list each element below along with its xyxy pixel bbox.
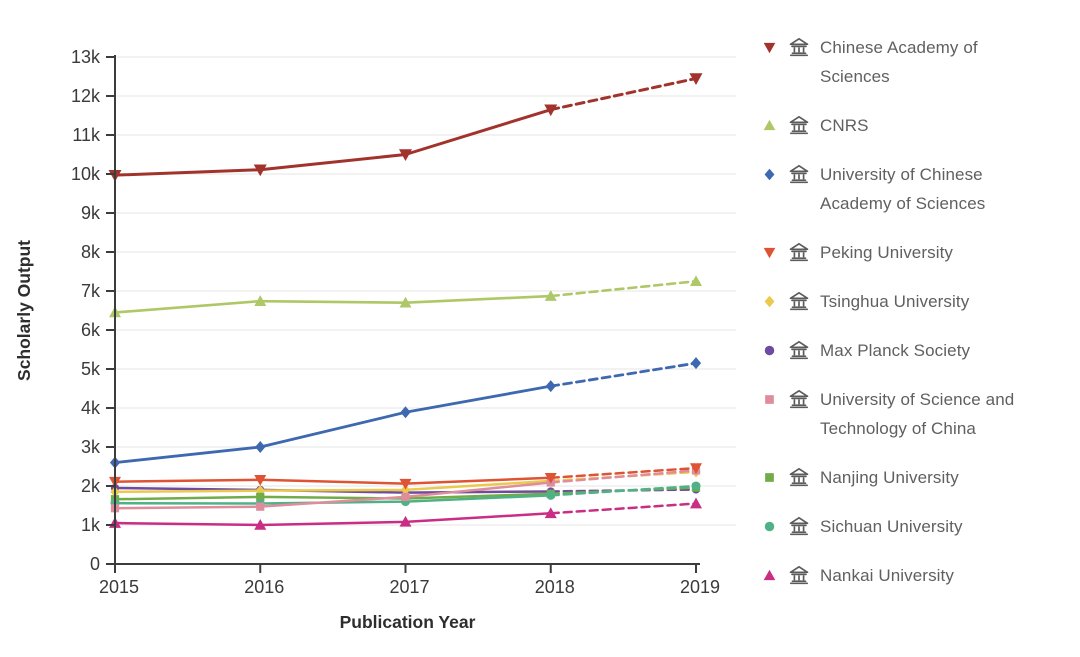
legend-item-sichuan-university[interactable]: Sichuan University — [763, 512, 1063, 541]
legend-item-nankai-university[interactable]: Nankai University — [763, 561, 1063, 590]
square-marker-icon — [765, 473, 774, 482]
y-gridlines — [115, 56, 736, 526]
legend-label-nanjing-university: Nanjing University — [820, 468, 959, 487]
series-cnrs — [109, 275, 702, 318]
x-axis-title: Publication Year — [340, 612, 476, 632]
svg-text:9k: 9k — [81, 203, 101, 223]
series-chinese-academy-of-sciences — [108, 73, 703, 182]
triangle-up-marker-icon — [763, 569, 776, 581]
circle-marker-icon — [764, 345, 775, 356]
legend-item-nanjing-university[interactable]: Nanjing University — [763, 463, 1063, 492]
svg-text:1k: 1k — [81, 515, 101, 535]
legend-item-chinese-academy-of-sciences[interactable]: Chinese Academy of Sciences — [763, 33, 1063, 91]
legend-label-university-of-science-and-technology-of-china: University of Science and Technology of … — [820, 390, 1015, 438]
svg-text:4k: 4k — [81, 398, 101, 418]
svg-text:11k: 11k — [72, 125, 101, 145]
institution-building-icon — [789, 37, 809, 57]
legend-item-university-of-chinese-academy-of-sciences[interactable]: University of Chinese Academy of Science… — [763, 160, 1063, 218]
triangle-down-marker-icon — [763, 247, 776, 259]
legend-item-peking-university[interactable]: Peking University — [763, 238, 1063, 267]
legend-label-chinese-academy-of-sciences: Chinese Academy of Sciences — [820, 38, 978, 86]
svg-text:2018: 2018 — [535, 577, 575, 597]
chart-legend: Chinese Academy of Sciences CNRS — [763, 33, 1063, 590]
square-marker-icon — [765, 395, 774, 404]
diamond-marker-icon — [764, 168, 775, 181]
institution-building-icon — [789, 516, 809, 536]
svg-text:10k: 10k — [71, 164, 101, 184]
svg-text:2019: 2019 — [680, 577, 720, 597]
legend-label-peking-university: Peking University — [820, 243, 954, 262]
axes — [106, 55, 700, 573]
legend-label-sichuan-university: Sichuan University — [820, 517, 963, 536]
svg-text:2017: 2017 — [389, 577, 429, 597]
legend-label-nankai-university: Nankai University — [820, 566, 954, 585]
legend-item-tsinghua-university[interactable]: Tsinghua University — [763, 287, 1063, 316]
legend-item-max-planck-society[interactable]: Max Planck Society — [763, 336, 1063, 365]
svg-text:2015: 2015 — [99, 577, 139, 597]
institution-building-icon — [789, 242, 809, 262]
svg-text:7k: 7k — [81, 281, 101, 301]
svg-text:8k: 8k — [81, 242, 101, 262]
legend-label-tsinghua-university: Tsinghua University — [820, 292, 970, 311]
x-tick-labels: 2015 2016 2017 2018 2019 — [99, 577, 720, 597]
legend-item-cnrs[interactable]: CNRS — [763, 111, 1063, 140]
svg-text:2k: 2k — [81, 476, 101, 496]
legend-label-cnrs: CNRS — [820, 116, 869, 135]
svg-text:5k: 5k — [81, 359, 101, 379]
institution-building-icon — [789, 340, 809, 360]
diamond-marker-icon — [764, 295, 775, 308]
triangle-down-marker-icon — [763, 42, 776, 54]
svg-text:6k: 6k — [81, 320, 101, 340]
institution-building-icon — [789, 115, 809, 135]
institution-building-icon — [789, 164, 809, 184]
institution-building-icon — [789, 389, 809, 409]
series-lines — [108, 73, 703, 530]
triangle-up-marker-icon — [763, 119, 776, 131]
svg-text:3k: 3k — [81, 437, 101, 457]
line-chart-canvas: 0 1k 2k 3k 4k 5k 6k 7k 8k 9k 10k 11k 12k 13k 2015 2016 2… — [14, 47, 736, 632]
institution-building-icon — [789, 291, 809, 311]
series-nankai-university — [109, 497, 702, 530]
y-axis-title: Scholarly Output — [14, 240, 34, 381]
circle-marker-icon — [764, 521, 775, 532]
institution-building-icon — [789, 565, 809, 585]
y-tick-labels: 0 1k 2k 3k 4k 5k 6k 7k 8k 9k 10k 11k 12k 13k — [71, 47, 101, 574]
series-peking-university — [109, 463, 702, 490]
legend-label-max-planck-society: Max Planck Society — [820, 341, 971, 360]
svg-text:2016: 2016 — [244, 577, 284, 597]
institution-building-icon — [789, 467, 809, 487]
legend-label-university-of-chinese-academy-of-sciences: University of Chinese Academy of Science… — [820, 165, 986, 213]
series-university-of-chinese-academy-of-sciences — [109, 357, 702, 469]
svg-text:13k: 13k — [71, 47, 101, 67]
legend-item-university-of-science-and-technology-of-china[interactable]: University of Science and Technology of … — [763, 385, 1063, 443]
svg-text:12k: 12k — [71, 86, 101, 106]
svg-text:0: 0 — [90, 554, 100, 574]
